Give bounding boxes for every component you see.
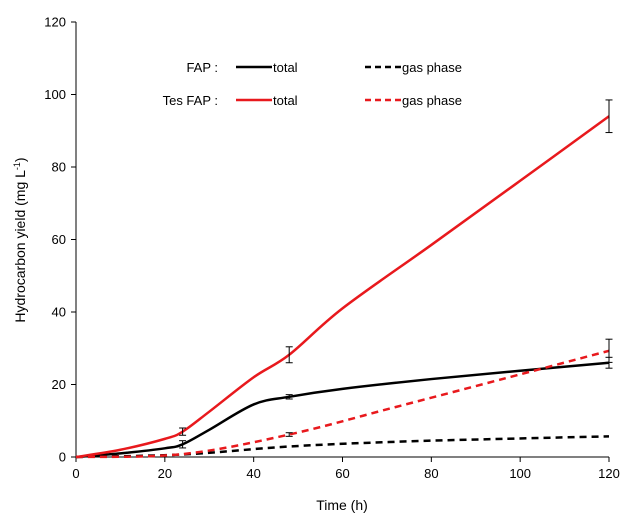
y-tick-label: 100	[44, 87, 66, 102]
y-tick-label: 120	[44, 15, 66, 30]
y-tick-label: 0	[59, 450, 66, 465]
x-tick-label: 80	[424, 466, 438, 481]
ticks: 0 20 40 60 80 100 120 0 20 40 60 80 100 120	[44, 15, 620, 482]
x-tick-label: 40	[246, 466, 260, 481]
y-tick-label: 40	[52, 305, 66, 320]
error-bars	[179, 99, 613, 449]
error-bar	[605, 99, 613, 134]
legend-group-label-tes-fap: Tes FAP :	[163, 93, 218, 108]
legend: FAP : total gas phase Tes FAP : total ga…	[163, 60, 462, 108]
x-tick-label: 100	[509, 466, 531, 481]
series-line-fap-gas-phase	[75, 435, 610, 459]
error-bar	[605, 338, 613, 363]
series-line-tes-fap-gas-phase	[75, 349, 610, 459]
legend-group-label-fap: FAP :	[186, 60, 218, 75]
y-axis-title: Hydrocarbon yield (mg L-1)	[12, 157, 28, 322]
legend-label-fap-total: total	[273, 60, 298, 75]
error-bar	[285, 432, 293, 437]
x-axis-title: Time (h)	[316, 497, 368, 513]
legend-label-fap-gas: gas phase	[402, 60, 462, 75]
error-bar	[179, 427, 187, 436]
error-bar	[285, 346, 293, 364]
x-tick-label: 120	[598, 466, 620, 481]
series-layer	[75, 115, 610, 459]
y-tick-label: 60	[52, 232, 66, 247]
error-bar	[179, 440, 187, 449]
x-tick-label: 60	[335, 466, 349, 481]
legend-label-tes-fap-total: total	[273, 93, 298, 108]
x-tick-label: 0	[72, 466, 79, 481]
y-tick-label: 80	[52, 160, 66, 175]
error-bar	[285, 394, 293, 400]
legend-label-tes-fap-gas: gas phase	[402, 93, 462, 108]
x-tick-label: 20	[158, 466, 172, 481]
series-line-tes-fap-total	[75, 115, 610, 459]
axes	[75, 22, 609, 458]
series-line-fap-total	[75, 361, 610, 459]
y-tick-label: 20	[52, 377, 66, 392]
